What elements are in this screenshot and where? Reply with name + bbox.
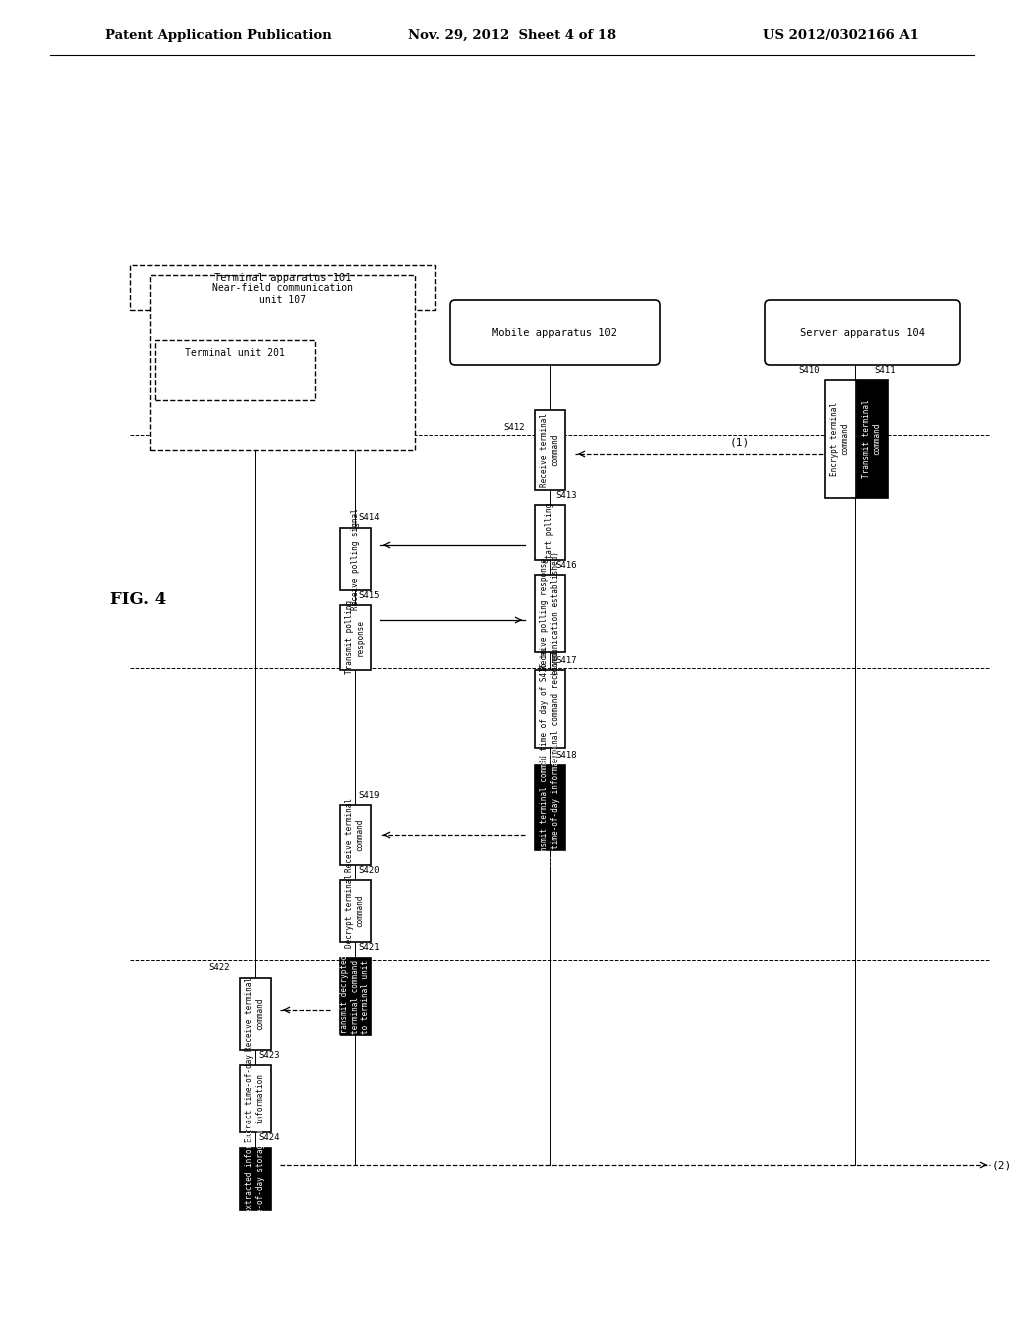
FancyBboxPatch shape xyxy=(535,411,565,490)
Text: S414: S414 xyxy=(358,513,380,521)
Text: (1): (1) xyxy=(730,438,751,447)
Text: S416: S416 xyxy=(555,561,577,570)
Text: Transmit terminal command
with time-of-day information: Transmit terminal command with time-of-d… xyxy=(541,743,560,873)
Text: Decrypt terminal
command: Decrypt terminal command xyxy=(345,874,365,948)
Text: Terminal unit 201: Terminal unit 201 xyxy=(185,348,285,358)
FancyBboxPatch shape xyxy=(535,671,565,748)
Text: Receive terminal
command: Receive terminal command xyxy=(541,413,560,487)
Text: S424: S424 xyxy=(258,1133,280,1142)
Text: S410: S410 xyxy=(799,366,820,375)
FancyBboxPatch shape xyxy=(856,380,888,498)
Text: Receive polling response
(communication established): Receive polling response (communication … xyxy=(541,550,560,676)
FancyBboxPatch shape xyxy=(240,1065,270,1133)
FancyBboxPatch shape xyxy=(340,805,371,865)
FancyBboxPatch shape xyxy=(535,766,565,850)
Text: FIG. 4: FIG. 4 xyxy=(110,591,166,609)
Text: S420: S420 xyxy=(358,866,380,875)
Text: Transmit terminal
command: Transmit terminal command xyxy=(862,400,882,478)
FancyBboxPatch shape xyxy=(340,605,371,671)
Text: S413: S413 xyxy=(555,491,577,500)
Text: Encrypt terminal
command: Encrypt terminal command xyxy=(830,403,850,477)
Text: S411: S411 xyxy=(874,366,896,375)
Text: Receive terminal
command: Receive terminal command xyxy=(345,799,365,873)
FancyBboxPatch shape xyxy=(150,275,415,450)
Text: S419: S419 xyxy=(358,791,380,800)
Text: S417: S417 xyxy=(555,656,577,665)
FancyBboxPatch shape xyxy=(535,506,565,560)
Text: Extract time-of-day
information: Extract time-of-day information xyxy=(246,1055,264,1142)
Text: Start polling: Start polling xyxy=(546,503,555,562)
Text: Terminal apparatus 101: Terminal apparatus 101 xyxy=(214,273,351,282)
Text: Nov. 29, 2012  Sheet 4 of 18: Nov. 29, 2012 Sheet 4 of 18 xyxy=(408,29,616,41)
Text: Mobile apparatus 102: Mobile apparatus 102 xyxy=(493,327,617,338)
Text: S422: S422 xyxy=(209,964,230,972)
Text: (2): (2) xyxy=(992,1160,1013,1170)
FancyBboxPatch shape xyxy=(155,341,315,400)
Text: Patent Application Publication: Patent Application Publication xyxy=(105,29,332,41)
Text: Add time of day of S416 to
terminal command received: Add time of day of S416 to terminal comm… xyxy=(541,649,560,770)
Text: Transmit polling
response: Transmit polling response xyxy=(345,601,365,675)
Text: S421: S421 xyxy=(358,942,380,952)
FancyBboxPatch shape xyxy=(824,380,855,498)
Text: Server apparatus 104: Server apparatus 104 xyxy=(800,327,925,338)
FancyBboxPatch shape xyxy=(340,958,371,1035)
FancyBboxPatch shape xyxy=(240,978,270,1049)
Text: Store extracted information
in time-of-day storage unit: Store extracted information in time-of-d… xyxy=(246,1117,264,1241)
Text: Receive terminal
command: Receive terminal command xyxy=(246,977,264,1051)
Text: S415: S415 xyxy=(358,591,380,601)
Text: S418: S418 xyxy=(555,751,577,760)
Text: S423: S423 xyxy=(258,1051,280,1060)
FancyBboxPatch shape xyxy=(340,880,371,942)
FancyBboxPatch shape xyxy=(450,300,660,366)
FancyBboxPatch shape xyxy=(240,1148,270,1210)
Text: US 2012/0302166 A1: US 2012/0302166 A1 xyxy=(763,29,919,41)
FancyBboxPatch shape xyxy=(340,528,371,590)
Text: S412: S412 xyxy=(504,422,525,432)
Text: Near-field communication
unit 107: Near-field communication unit 107 xyxy=(212,282,353,305)
FancyBboxPatch shape xyxy=(535,576,565,652)
Text: Transmit decrypted
terminal command
to terminal unit: Transmit decrypted terminal command to t… xyxy=(340,954,370,1038)
FancyBboxPatch shape xyxy=(765,300,961,366)
Text: Receive polling signal: Receive polling signal xyxy=(350,508,359,610)
FancyBboxPatch shape xyxy=(130,265,435,310)
